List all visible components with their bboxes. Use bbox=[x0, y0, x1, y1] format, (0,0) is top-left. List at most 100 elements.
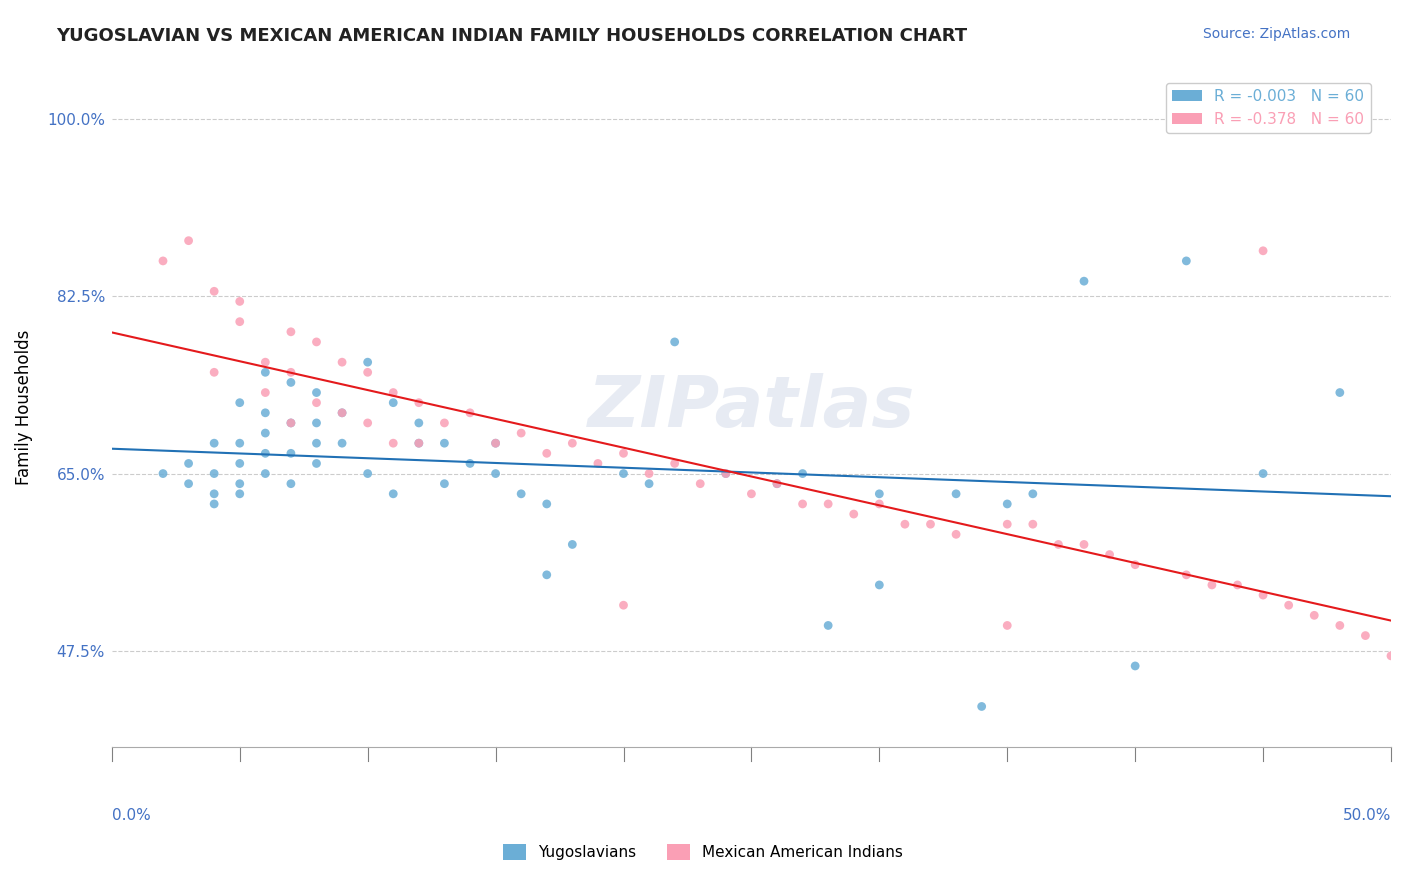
Point bbox=[280, 376, 302, 390]
Point bbox=[254, 446, 277, 460]
Point bbox=[510, 425, 533, 440]
Point bbox=[458, 406, 481, 420]
Point bbox=[305, 457, 328, 471]
Point bbox=[664, 334, 686, 349]
Point bbox=[1201, 578, 1223, 592]
Point bbox=[254, 406, 277, 420]
Point bbox=[792, 497, 814, 511]
Point bbox=[202, 285, 225, 299]
Point bbox=[177, 476, 200, 491]
Point bbox=[842, 507, 865, 521]
Point bbox=[152, 254, 174, 268]
Point bbox=[202, 365, 225, 379]
Point bbox=[305, 385, 328, 400]
Point bbox=[202, 487, 225, 501]
Point bbox=[1123, 558, 1146, 572]
Point bbox=[356, 416, 378, 430]
Point bbox=[1123, 659, 1146, 673]
Point bbox=[229, 395, 252, 409]
Point bbox=[1098, 548, 1121, 562]
Point bbox=[817, 497, 839, 511]
Point bbox=[868, 497, 890, 511]
Point bbox=[1278, 598, 1301, 612]
Point bbox=[1175, 567, 1198, 582]
Point bbox=[408, 416, 430, 430]
Point bbox=[1175, 254, 1198, 268]
Point bbox=[229, 457, 252, 471]
Point bbox=[152, 467, 174, 481]
Point bbox=[382, 385, 405, 400]
Text: 0.0%: 0.0% bbox=[112, 808, 150, 822]
Point bbox=[229, 294, 252, 309]
Point bbox=[689, 476, 711, 491]
Point bbox=[1022, 517, 1045, 532]
Point bbox=[1022, 487, 1045, 501]
Point bbox=[330, 406, 353, 420]
Point bbox=[202, 497, 225, 511]
Point bbox=[458, 457, 481, 471]
Point bbox=[408, 436, 430, 450]
Point bbox=[202, 436, 225, 450]
Point bbox=[254, 425, 277, 440]
Point bbox=[1354, 629, 1376, 643]
Point bbox=[1073, 537, 1095, 551]
Point bbox=[484, 436, 506, 450]
Point bbox=[280, 446, 302, 460]
Point bbox=[305, 334, 328, 349]
Point bbox=[408, 395, 430, 409]
Point bbox=[612, 467, 634, 481]
Point bbox=[536, 497, 558, 511]
Point bbox=[1329, 385, 1351, 400]
Point bbox=[995, 517, 1018, 532]
Point bbox=[254, 385, 277, 400]
Point bbox=[330, 355, 353, 369]
Point bbox=[920, 517, 942, 532]
Point bbox=[408, 436, 430, 450]
Point bbox=[970, 699, 993, 714]
Point bbox=[1073, 274, 1095, 288]
Point bbox=[561, 537, 583, 551]
Legend: Yugoslavians, Mexican American Indians: Yugoslavians, Mexican American Indians bbox=[496, 838, 910, 866]
Point bbox=[817, 618, 839, 632]
Point bbox=[612, 598, 634, 612]
Text: Source: ZipAtlas.com: Source: ZipAtlas.com bbox=[1202, 27, 1350, 41]
Point bbox=[382, 436, 405, 450]
Point bbox=[280, 325, 302, 339]
Point bbox=[1379, 648, 1402, 663]
Point bbox=[229, 476, 252, 491]
Text: ZIPatlas: ZIPatlas bbox=[588, 373, 915, 442]
Point bbox=[714, 467, 737, 481]
Point bbox=[945, 487, 967, 501]
Y-axis label: Family Households: Family Households bbox=[15, 330, 32, 485]
Point bbox=[305, 436, 328, 450]
Text: YUGOSLAVIAN VS MEXICAN AMERICAN INDIAN FAMILY HOUSEHOLDS CORRELATION CHART: YUGOSLAVIAN VS MEXICAN AMERICAN INDIAN F… bbox=[56, 27, 967, 45]
Point bbox=[1047, 537, 1070, 551]
Point bbox=[254, 355, 277, 369]
Point bbox=[356, 355, 378, 369]
Point bbox=[484, 436, 506, 450]
Point bbox=[356, 365, 378, 379]
Point bbox=[280, 476, 302, 491]
Point bbox=[894, 517, 917, 532]
Point bbox=[280, 365, 302, 379]
Point bbox=[382, 487, 405, 501]
Point bbox=[612, 446, 634, 460]
Point bbox=[561, 436, 583, 450]
Point bbox=[280, 416, 302, 430]
Point bbox=[1329, 618, 1351, 632]
Point bbox=[305, 416, 328, 430]
Point bbox=[1251, 467, 1274, 481]
Legend: R = -0.003   N = 60, R = -0.378   N = 60: R = -0.003 N = 60, R = -0.378 N = 60 bbox=[1166, 83, 1371, 133]
Point bbox=[510, 487, 533, 501]
Point bbox=[714, 467, 737, 481]
Point bbox=[330, 436, 353, 450]
Point bbox=[995, 618, 1018, 632]
Point bbox=[330, 406, 353, 420]
Point bbox=[638, 467, 661, 481]
Point bbox=[868, 487, 890, 501]
Point bbox=[740, 487, 762, 501]
Point bbox=[177, 457, 200, 471]
Point bbox=[664, 457, 686, 471]
Point bbox=[586, 457, 609, 471]
Point bbox=[792, 467, 814, 481]
